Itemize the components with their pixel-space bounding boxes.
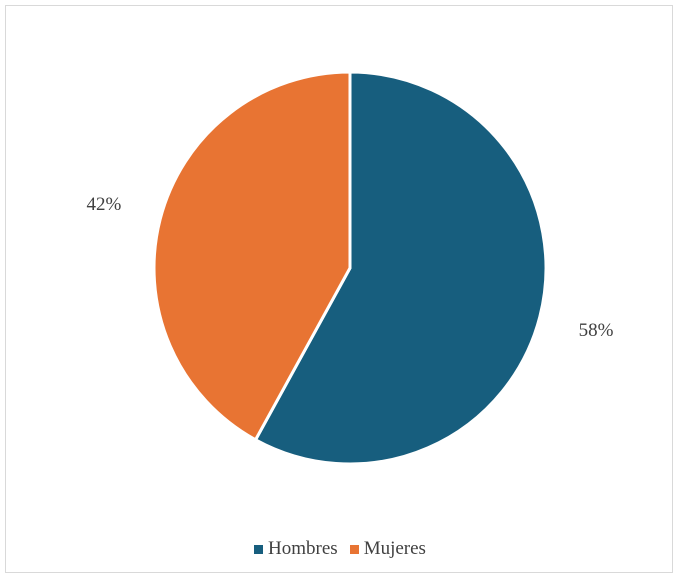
chart-legend: Hombres Mujeres <box>0 538 680 560</box>
legend-item-hombres: Hombres <box>254 538 338 560</box>
data-label-mujeres: 42% <box>86 193 122 215</box>
pie-slice-mujeres <box>152 70 352 442</box>
data-label-hombres: 58% <box>578 320 614 342</box>
legend-item-mujeres: Mujeres <box>349 538 426 560</box>
pie-slice-hombres <box>254 70 548 466</box>
legend-label-hombres: Hombres <box>268 538 338 559</box>
legend-label-mujeres: Mujeres <box>363 538 426 559</box>
legend-swatch-hombres <box>254 544 264 554</box>
legend-swatch-mujeres <box>349 544 359 554</box>
